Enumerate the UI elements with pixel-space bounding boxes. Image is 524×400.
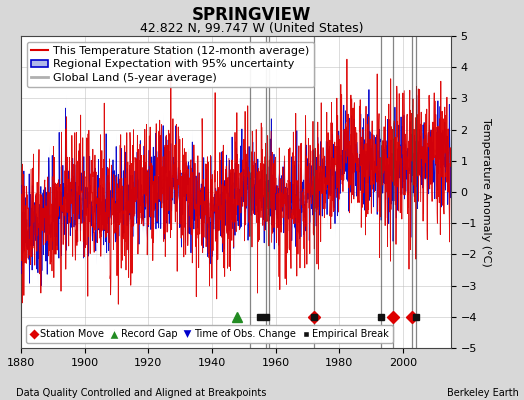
Text: SPRINGVIEW: SPRINGVIEW [192,6,311,24]
Text: Berkeley Earth: Berkeley Earth [447,388,519,398]
Text: 42.822 N, 99.747 W (United States): 42.822 N, 99.747 W (United States) [140,22,363,35]
Legend: Station Move, Record Gap, Time of Obs. Change, Empirical Break: Station Move, Record Gap, Time of Obs. C… [26,325,393,343]
Y-axis label: Temperature Anomaly (°C): Temperature Anomaly (°C) [481,118,491,266]
Text: Data Quality Controlled and Aligned at Breakpoints: Data Quality Controlled and Aligned at B… [16,388,266,398]
